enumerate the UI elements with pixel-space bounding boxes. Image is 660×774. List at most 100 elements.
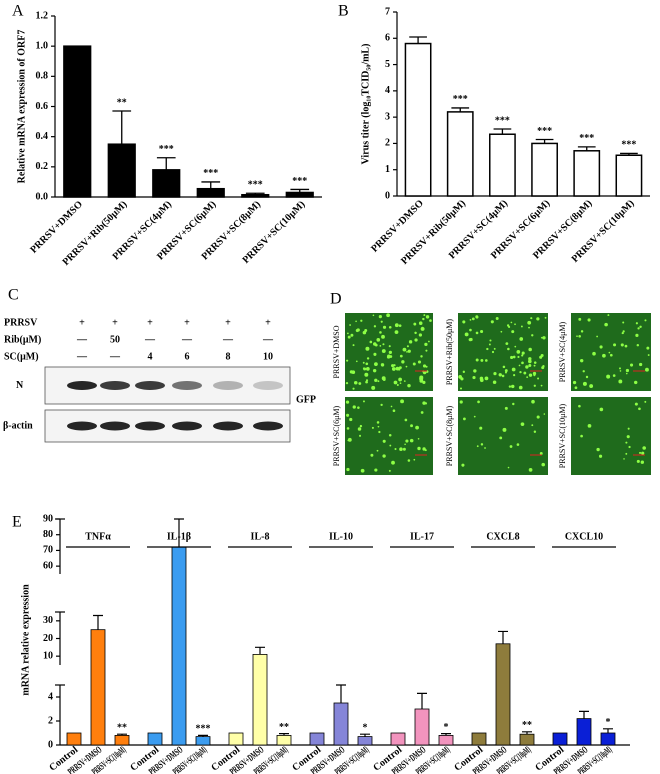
cell-dot <box>399 382 402 385</box>
bar <box>471 732 487 746</box>
cell-dot <box>393 380 398 385</box>
cell-dot <box>585 375 589 379</box>
cell-dot <box>528 326 530 329</box>
group-label: CXCL10 <box>565 531 603 542</box>
error-bar <box>112 110 132 145</box>
y-tick-label: 30 <box>43 615 53 626</box>
significance: ** <box>522 720 532 731</box>
bar <box>573 150 601 197</box>
bar <box>615 154 643 197</box>
cell-dot <box>405 365 408 368</box>
significance: *** <box>495 115 510 126</box>
cell-dot <box>587 423 592 428</box>
y-tick-label: 80 <box>43 529 53 540</box>
cell-dot <box>428 340 430 343</box>
cell-dot <box>392 409 396 413</box>
y-axis-label: Virus titer (log₁₀TCID₅₀/mL) <box>360 44 371 165</box>
row-label: PRRSV <box>4 317 38 328</box>
cell-dot <box>519 337 524 341</box>
cell-dot <box>366 357 370 360</box>
cell-dot <box>346 427 350 430</box>
cell-dot <box>599 407 604 412</box>
lane-cell: 8 <box>226 351 231 362</box>
lane-cell: — <box>76 334 88 345</box>
significance: * <box>363 722 368 733</box>
cell-dot <box>504 369 508 373</box>
cell-dot <box>388 325 392 329</box>
cell-dot <box>376 449 379 452</box>
cell-dot <box>407 459 411 462</box>
cell-dot <box>459 387 463 390</box>
cell-dot <box>422 401 426 405</box>
group-label: IL-8 <box>251 531 270 542</box>
significance: ** <box>279 722 289 733</box>
cell-dot <box>382 439 386 443</box>
bar <box>404 42 432 197</box>
cell-dot <box>364 372 369 377</box>
cell-dot <box>379 344 382 347</box>
error-bar <box>603 728 613 733</box>
cell-dot <box>519 370 522 374</box>
cell-dot <box>512 355 516 359</box>
cell-dot <box>539 355 543 359</box>
cell-dot <box>405 439 409 443</box>
cell-dot <box>357 406 360 409</box>
cell-dot <box>362 361 365 364</box>
cell-dot <box>517 355 520 359</box>
cell-dot <box>413 458 416 461</box>
cell-dot <box>372 368 377 373</box>
cell-dot <box>362 400 365 403</box>
y-axis-label: mRNA relative expression <box>20 584 31 696</box>
cell-dot <box>520 325 523 328</box>
cell-dot <box>612 374 616 377</box>
cell-dot <box>489 339 492 342</box>
cell-dot <box>507 466 510 469</box>
cell-dot <box>533 361 537 364</box>
cell-dot <box>634 402 638 406</box>
cell-dot <box>396 383 399 387</box>
bar <box>228 732 244 746</box>
cell-dot <box>359 434 362 437</box>
significance: * <box>606 717 611 728</box>
cell-dot <box>386 355 391 359</box>
cell-dot <box>417 446 421 451</box>
cell-dot <box>580 434 583 438</box>
cell-dot <box>377 380 380 383</box>
cell-dot <box>423 314 426 317</box>
cell-dot <box>499 436 503 440</box>
cell-dot <box>578 334 581 338</box>
cell-dot <box>527 320 532 325</box>
error-bar <box>493 128 512 135</box>
cell-dot <box>382 343 385 346</box>
bar <box>531 142 558 197</box>
cell-dot <box>425 365 428 368</box>
cell-dot <box>462 370 466 374</box>
bar <box>390 732 406 746</box>
bar <box>489 133 516 197</box>
cell-dot <box>619 370 622 372</box>
bar <box>63 45 92 198</box>
cell-dot <box>347 439 350 442</box>
cell-dot <box>629 363 634 367</box>
cell-dot <box>495 317 499 320</box>
cell-dot <box>469 319 472 321</box>
group-label: IL-17 <box>410 531 434 542</box>
cell-dot <box>373 362 378 367</box>
y-tick-label: 1.2 <box>36 10 49 21</box>
cell-dot <box>642 446 646 450</box>
cell-dot <box>388 469 391 472</box>
cell-dot <box>388 350 392 354</box>
cell-dot <box>572 380 577 385</box>
y-tick-label: 6 <box>385 33 390 44</box>
cell-dot <box>490 320 494 324</box>
lane-cell: + <box>79 317 85 328</box>
band <box>100 421 130 431</box>
cell-dot <box>360 468 365 473</box>
cell-dot <box>476 445 479 448</box>
cell-dot <box>468 338 472 342</box>
y-tick-label: 3 <box>385 111 390 122</box>
cell-dot <box>514 323 516 326</box>
lane-cell: — <box>144 334 156 345</box>
cell-dot <box>623 458 625 460</box>
cell-dot <box>365 346 370 351</box>
